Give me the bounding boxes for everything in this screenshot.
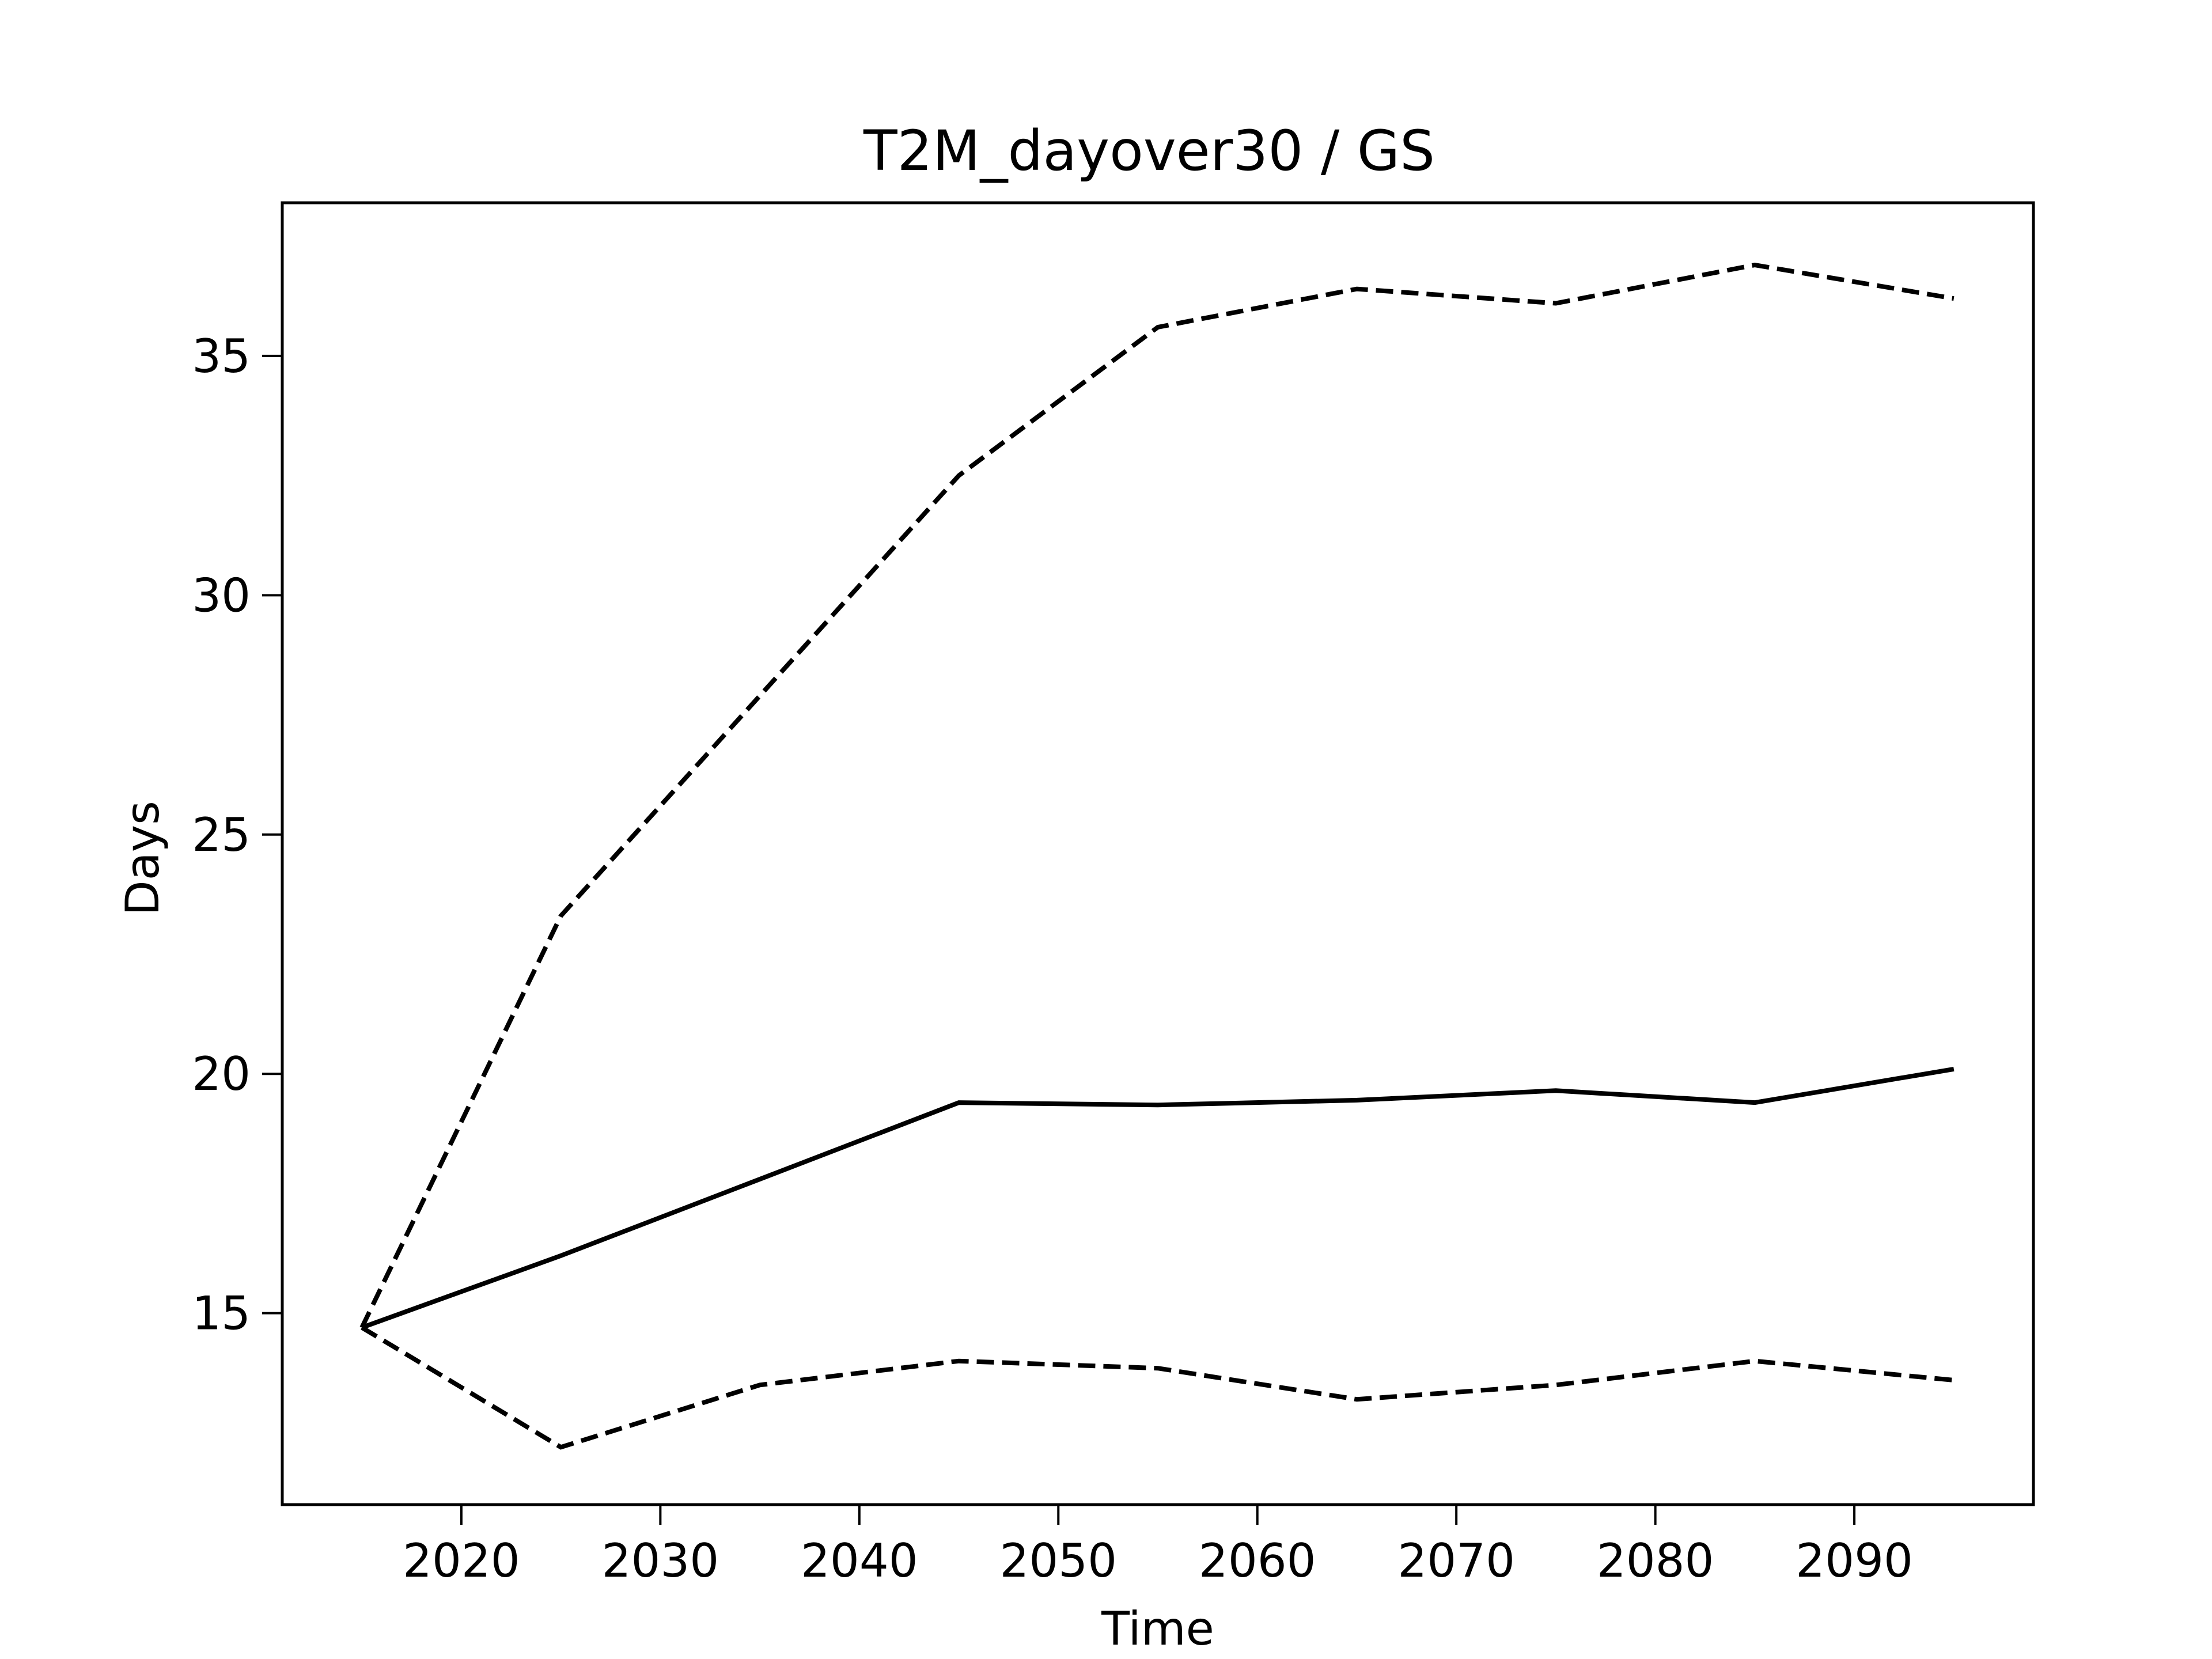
lower-bound-line [361, 1325, 1955, 1450]
x-tick-label: 2070 [1397, 1534, 1515, 1588]
chart-title: T2M_dayover30 / GS [863, 119, 1435, 183]
x-tick-label: 2020 [403, 1534, 520, 1588]
x-tick-label: 2080 [1597, 1534, 1714, 1588]
x-tick-label: 2030 [602, 1534, 719, 1588]
y-tick-label: 30 [192, 569, 251, 622]
upper-bound-line [359, 262, 1955, 1329]
plot-frame [281, 201, 2035, 1506]
x-tick-label: 2090 [1796, 1534, 1913, 1588]
y-tick-label: 35 [192, 329, 251, 383]
y-tick-label: 15 [192, 1287, 251, 1340]
y-axis: 15 20 25 30 35 [192, 329, 282, 1340]
y-tick-label: 25 [192, 808, 251, 862]
y-tick-label: 20 [192, 1047, 251, 1101]
x-axis-label: Time [1101, 1602, 1214, 1656]
x-tick-label: 2040 [801, 1534, 918, 1588]
x-tick-label: 2050 [999, 1534, 1117, 1588]
y-axis-label: Days [116, 801, 169, 916]
x-tick-label: 2060 [1199, 1534, 1316, 1588]
mean-line [361, 1066, 1955, 1330]
x-axis: 2020 2030 2040 2050 2060 2070 2080 2090 [403, 1505, 1913, 1588]
series-layer [359, 262, 1955, 1450]
